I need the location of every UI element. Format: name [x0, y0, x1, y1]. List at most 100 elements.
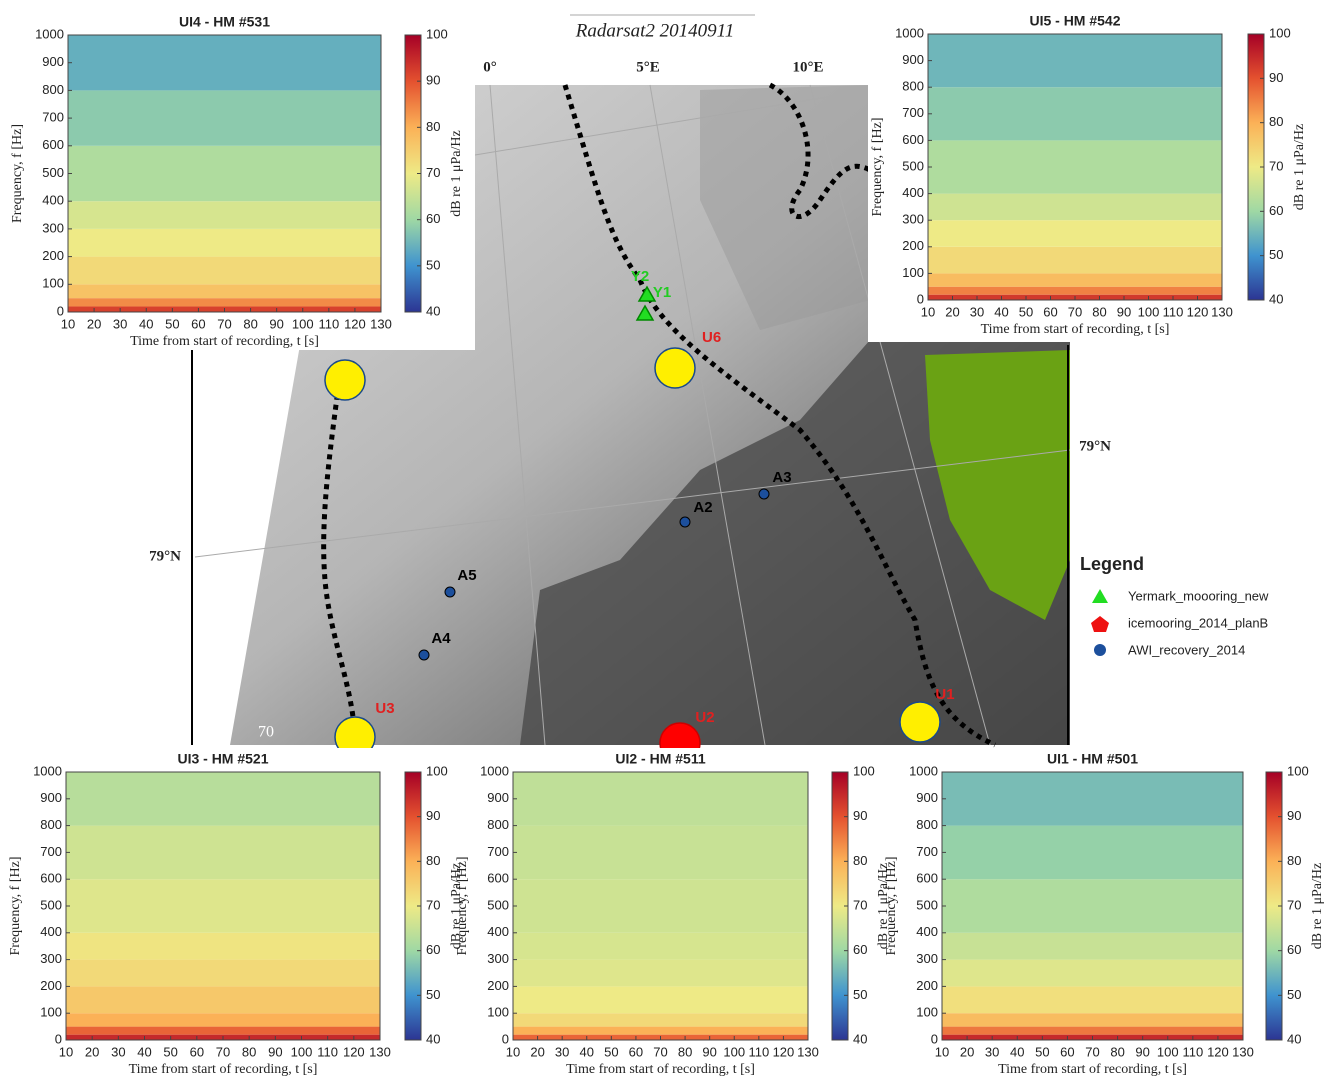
x-tick-label: 20 [945, 304, 959, 319]
y-tick-label: 300 [40, 951, 62, 966]
colorbar-tick-label: 60 [426, 942, 440, 957]
y-tick-label: 100 [40, 1005, 62, 1020]
spectrum-band [513, 772, 808, 826]
y-tick-label: 900 [40, 790, 62, 805]
y-tick-label: 700 [487, 844, 509, 859]
panel-title: UI5 - HM #542 [1029, 13, 1120, 29]
colorbar-tick-label: 40 [426, 303, 440, 318]
x-tick-label: 90 [269, 316, 283, 331]
site-marker [679, 516, 691, 528]
spectrum-band [928, 220, 1222, 247]
spectrum-band [66, 1026, 380, 1035]
colorbar-tick-label: 40 [426, 1031, 440, 1046]
colorbar-tick-label: 80 [853, 853, 867, 868]
legend-symbol [1092, 589, 1108, 603]
colorbar-tick-label: 40 [1269, 291, 1283, 306]
y-tick-label: 600 [42, 137, 64, 152]
legend-entry: AWI_recovery_2014 [1128, 642, 1245, 657]
colorbar-tick-label: 70 [1287, 897, 1301, 912]
y-axis-label: Frequency, f [Hz] [870, 118, 885, 217]
x-tick-label: 40 [580, 1044, 594, 1059]
spectrum-band [68, 256, 381, 285]
y-tick-label: 700 [40, 844, 62, 859]
spectrum-band [928, 34, 1222, 88]
graticule [194, 84, 1071, 746]
lon-label: 10°E [792, 59, 823, 75]
site-label: A4 [431, 630, 451, 647]
spectrum-band [928, 273, 1222, 287]
y-tick-label: 700 [902, 105, 924, 120]
site-marker [758, 488, 770, 500]
x-tick-label: 60 [191, 316, 205, 331]
x-tick-label: 10 [506, 1044, 520, 1059]
spectrogram-panel: UI4 - HM #531 0 100 200 300 400 500 600 700 800 90… [0, 0, 475, 350]
site-label: Y2 [631, 268, 649, 285]
y-tick-label: 500 [916, 897, 938, 912]
x-tick-label: 80 [243, 316, 257, 331]
y-tick-label: 400 [40, 924, 62, 939]
colorbar-tick-label: 90 [426, 73, 440, 88]
colorbar-tick-label: 60 [1287, 942, 1301, 957]
x-tick-label: 70 [217, 316, 231, 331]
y-tick-label: 0 [55, 1031, 62, 1046]
y-tick-label: 800 [916, 817, 938, 832]
y-tick-label: 900 [42, 54, 64, 69]
colorbar-tick-label: 50 [853, 987, 867, 1002]
x-tick-label: 60 [629, 1044, 643, 1059]
y-tick-label: 200 [916, 978, 938, 993]
spectrum-band [66, 932, 380, 960]
x-tick-label: 40 [1010, 1044, 1024, 1059]
spectrum-band [68, 90, 381, 146]
panel-title: UI3 - HM #521 [177, 751, 268, 767]
y-tick-label: 500 [40, 897, 62, 912]
legend-entry: Yermark_moooring_new [1128, 588, 1269, 603]
map-title: Radarsat2 20140911 [575, 20, 735, 41]
x-tick-label: 100 [1138, 304, 1160, 319]
colorbar-tick-label: 100 [1287, 763, 1309, 778]
y-tick-label: 200 [902, 238, 924, 253]
colorbar-tick-label: 50 [1287, 987, 1301, 1002]
y-tick-label: 100 [916, 1005, 938, 1020]
y-tick-label: 800 [487, 817, 509, 832]
x-tick-label: 40 [137, 1044, 151, 1059]
x-tick-label: 60 [190, 1044, 204, 1059]
x-tick-label: 50 [1019, 304, 1033, 319]
spectrum-band [513, 1026, 808, 1035]
y-tick-label: 300 [902, 212, 924, 227]
x-tick-label: 110 [1163, 304, 1184, 319]
y-tick-label: 900 [916, 790, 938, 805]
spectrum-band [513, 825, 808, 880]
y-axis-label: Frequency, f [Hz] [884, 857, 899, 956]
land [925, 350, 1070, 620]
x-tick-label: 120 [1187, 304, 1209, 319]
y-tick-label: 200 [487, 978, 509, 993]
x-tick-label: 10 [935, 1044, 949, 1059]
spectrum-band [513, 932, 808, 960]
x-tick-label: 130 [1211, 304, 1233, 319]
x-tick-label: 90 [268, 1044, 282, 1059]
colorbar-tick-label: 90 [1287, 808, 1301, 823]
x-tick-label: 90 [1135, 1044, 1149, 1059]
x-tick-label: 40 [994, 304, 1008, 319]
y-tick-label: 500 [487, 897, 509, 912]
x-tick-label: 50 [604, 1044, 618, 1059]
spectrum-band [942, 959, 1243, 987]
lat-label: 79°N [1079, 438, 1111, 454]
x-axis-label: Time from start of recording, t [s] [998, 1062, 1187, 1077]
y-tick-label: 200 [40, 978, 62, 993]
spectrum-band [942, 986, 1243, 1014]
spectrogram-panel: UI1 - HM #501 0 100 200 300 400 500 600 700 800 90… [884, 748, 1337, 1079]
x-tick-label: 130 [369, 1044, 391, 1059]
spectrum-band [513, 986, 808, 1014]
spectrogram-panel: UI2 - HM #511 0 100 200 300 400 500 600 700 800 90… [455, 748, 900, 1079]
site-label: U3 [375, 700, 394, 717]
x-tick-label: 80 [678, 1044, 692, 1059]
site-marker [444, 586, 456, 598]
colorbar-tick-label: 90 [1269, 70, 1283, 85]
x-tick-label: 20 [87, 316, 101, 331]
colorbar-tick-label: 50 [426, 987, 440, 1002]
x-tick-label: 120 [1207, 1044, 1229, 1059]
spectrum-band [513, 1013, 808, 1027]
spectrum-band [68, 228, 381, 257]
site-label: A2 [693, 499, 712, 516]
